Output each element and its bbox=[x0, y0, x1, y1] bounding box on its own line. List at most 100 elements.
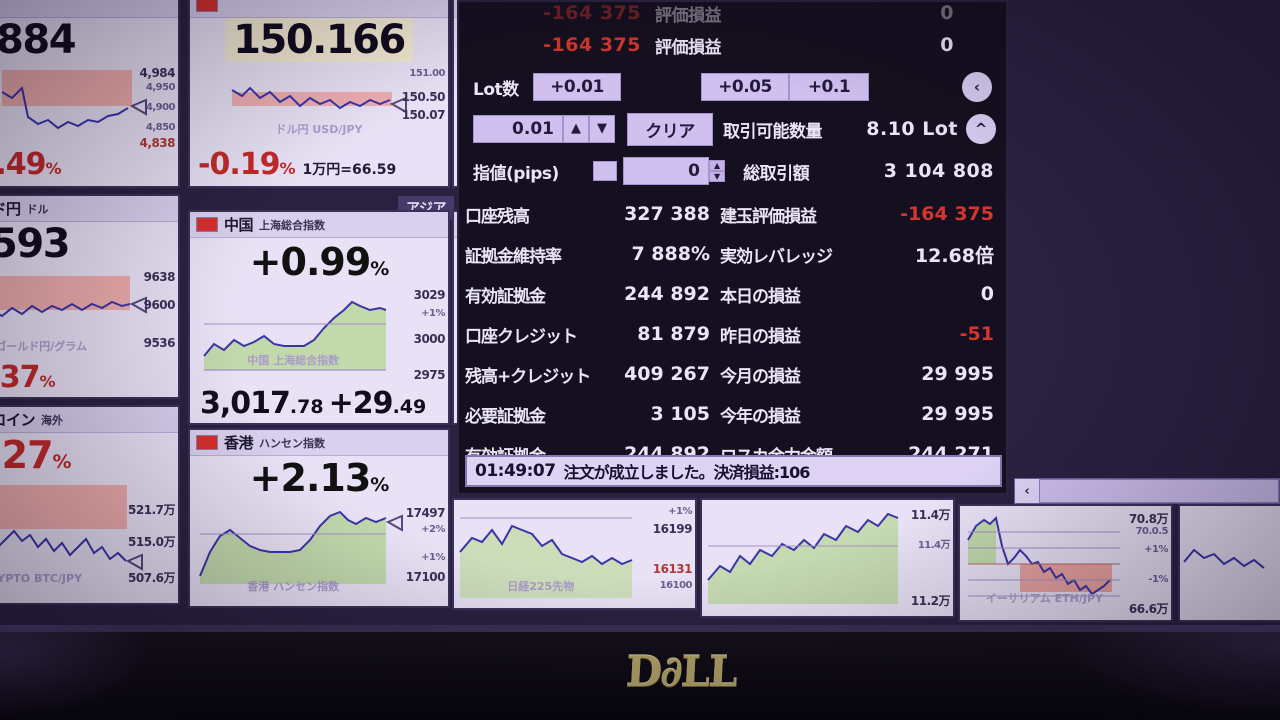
axis-label: 150.50 bbox=[401, 90, 446, 104]
axis-label: 66.6万 bbox=[1128, 602, 1169, 616]
tile-left-top[interactable]: 4.884 4,984 4,950 4,900 4,850 4,838 -1.4… bbox=[0, 0, 180, 188]
axis-label: +1% bbox=[668, 506, 692, 517]
dell-logo: D∂LL bbox=[624, 647, 738, 696]
tile-value: 9,593 bbox=[0, 221, 71, 267]
row-value-left: 81 879 bbox=[637, 323, 710, 345]
limit-price-row: 指値(pips) 0 ▲ ▼ 総取引額 3 104 808 bbox=[459, 150, 1006, 192]
axis-label: 17100 bbox=[405, 570, 446, 584]
row-value-left: 327 388 bbox=[624, 203, 710, 225]
axis-label: 70.8万 bbox=[1128, 512, 1169, 526]
tile-china[interactable]: 中国 上海総合指数 +0.99% 3029 +1% 3000 2975 中国 上… bbox=[188, 210, 450, 425]
limit-price-stepper[interactable]: ▲ ▼ bbox=[709, 160, 726, 182]
chart-watermark: ゴールド円/グラム bbox=[0, 340, 87, 353]
cut-row-label: 評価損益 bbox=[655, 5, 722, 26]
sparkline bbox=[1, 70, 147, 130]
unrealized-pnl-label: 評価損益 bbox=[655, 37, 722, 58]
status-message: 注文が成立しました。決済損益:106 bbox=[563, 463, 811, 482]
tile-bottom-d[interactable] bbox=[1178, 504, 1280, 622]
bezel-glow-right bbox=[1060, 625, 1280, 720]
lot-value-input[interactable]: 0.01 bbox=[473, 115, 563, 143]
limit-decrement-button[interactable]: ▼ bbox=[709, 171, 726, 182]
chevron-left-icon[interactable]: ‹ bbox=[962, 72, 992, 102]
axis-label: 9600 bbox=[143, 298, 176, 312]
tile-change-pct: -2.27% bbox=[0, 433, 72, 477]
sparkline bbox=[203, 300, 387, 371]
panel-cut-row: -164 375 評価損益 0 bbox=[459, 2, 1006, 26]
axis-label: 507.6万 bbox=[128, 571, 175, 585]
tile-subtitle: 海外 bbox=[41, 413, 64, 427]
chart-watermark: イーサリアム ETH/JPY bbox=[985, 592, 1103, 605]
scroll-left-icon[interactable]: ‹ bbox=[1015, 479, 1039, 503]
limit-increment-button[interactable]: ▲ bbox=[709, 160, 726, 171]
lot-plus-01-button[interactable]: +0.1 bbox=[789, 73, 869, 101]
tile-change-pct: +2.13% bbox=[249, 456, 390, 500]
tile-header: 中国 上海総合指数 bbox=[190, 212, 448, 238]
sparkline bbox=[1183, 548, 1265, 569]
tile-value: 4.884 bbox=[0, 17, 77, 63]
chart-watermark: CRYPTO BTC/JPY bbox=[0, 572, 83, 585]
lot-increment-button[interactable]: ▲ bbox=[563, 115, 589, 143]
chart-watermark: ドル円 USD/JPY bbox=[275, 123, 363, 136]
tile-bitcoin[interactable]: ビットコイン 海外 -2.27% 521.7万 515.0万 507.6万 CR… bbox=[0, 405, 180, 605]
axis-label: 4,984 bbox=[139, 66, 176, 80]
chart-watermark: 中国 上海総合指数 bbox=[247, 354, 340, 367]
limit-price-input[interactable]: 0 bbox=[623, 157, 709, 185]
index-value-decimals: .78 bbox=[289, 396, 324, 418]
axis-label: 70.0.5 bbox=[1135, 526, 1169, 537]
axis-label: 515.0万 bbox=[128, 535, 175, 549]
total-volume-value: 3 104 808 bbox=[883, 160, 994, 182]
tile-chart: 3029 +1% 3000 2975 中国 上海総合指数 bbox=[190, 284, 448, 386]
lot-value-row: 0.01 ▲ ▼ クリア 取引可能数量 8.10 Lot ^ bbox=[459, 108, 1006, 150]
row-label-left: 必要証拠金 bbox=[465, 406, 546, 427]
lot-plus-001-button[interactable]: +0.01 bbox=[533, 73, 621, 101]
axis-label: 151.00 bbox=[409, 68, 445, 79]
tile-change-row: -0.37% bbox=[0, 360, 178, 397]
tile-bottom-c[interactable]: 70.8万 70.0.5 +1% -1% 66.6万 イーサリアム ETH/JP… bbox=[958, 504, 1173, 622]
limit-price-checkbox[interactable] bbox=[593, 161, 617, 181]
scrollbar-thumb[interactable] bbox=[1040, 480, 1278, 502]
axis-label: 9638 bbox=[143, 270, 176, 284]
tile-change-pct: -0.19% bbox=[198, 147, 296, 182]
axis-label: 521.7万 bbox=[128, 503, 175, 517]
axis-label: +1% bbox=[421, 552, 445, 563]
axis-label: 16100 bbox=[659, 580, 693, 591]
axis-label: 11.2万 bbox=[910, 594, 951, 608]
chart-watermark: 香港 ハンセン指数 bbox=[247, 580, 340, 593]
horizontal-scrollbar[interactable]: ‹ bbox=[1014, 478, 1280, 504]
flag-icon-china bbox=[196, 217, 218, 232]
table-row: 口座残高 327 388 建玉評価損益 -164 375 bbox=[465, 194, 1000, 234]
tile-index-row: 3,017.78 +29.49 bbox=[190, 386, 448, 423]
axis-label: 150.07 bbox=[401, 108, 446, 122]
lot-plus-005-button[interactable]: +0.05 bbox=[701, 73, 789, 101]
status-timestamp: 01:49:07 bbox=[475, 461, 556, 481]
chevron-up-icon[interactable]: ^ bbox=[966, 114, 996, 144]
row-label-left: 残高+クレジット bbox=[465, 366, 591, 387]
row-label-left: 口座クレジット bbox=[465, 326, 578, 347]
tile-bottom-b[interactable]: 11.4万 11.4万 11.2万 bbox=[700, 498, 955, 618]
tradable-qty-label: 取引可能数量 bbox=[723, 121, 823, 142]
tile-usdjpy[interactable]: 150.166 151.00 150.50 150.07 ドル円 USD/JPY… bbox=[188, 0, 450, 188]
row-label-right: 本日の損益 bbox=[720, 286, 801, 307]
tile-change-row: -1.49% bbox=[0, 147, 178, 186]
table-row: 証拠金維持率 7 888% 実効レバレッジ 12.68倍 bbox=[465, 234, 1000, 274]
bezel-top-edge bbox=[0, 625, 1280, 632]
row-value-right: -51 bbox=[959, 323, 994, 345]
axis-label: 11.4万 bbox=[917, 540, 951, 551]
sparkline bbox=[967, 515, 1120, 597]
tile-change-pct: +0.99% bbox=[249, 240, 390, 284]
tile-bottom-a[interactable]: +1% 16199 16131 16100 日経225先物 bbox=[452, 498, 697, 610]
tile-gold-jpy[interactable]: ゴールド円 ドル 9,593 9638 9600 9536 ゴールド円/グラム … bbox=[0, 194, 180, 399]
lot-stepper[interactable]: ▲ ▼ bbox=[563, 115, 615, 143]
unrealized-pnl-row: -164 375 評価損益 0 bbox=[459, 24, 1006, 66]
row-value-right: 29 995 bbox=[921, 403, 994, 425]
tile-hongkong[interactable]: 香港 ハンセン指数 +2.13% 17497 +2% +1% 17100 香港 … bbox=[188, 428, 450, 608]
row-value-left: 7 888% bbox=[631, 243, 710, 265]
clear-button[interactable]: クリア bbox=[627, 112, 713, 146]
axis-label: +1% bbox=[421, 308, 445, 319]
limit-price-label: 指値(pips) bbox=[473, 163, 559, 184]
row-label-right: 今月の損益 bbox=[720, 366, 801, 387]
trading-panel[interactable]: -164 375 評価損益 0 -164 375 評価損益 0 Lot数 +0.… bbox=[457, 0, 1008, 495]
flag-icon bbox=[196, 0, 218, 12]
lot-decrement-button[interactable]: ▼ bbox=[589, 115, 615, 143]
row-label-right: 建玉評価損益 bbox=[720, 206, 817, 227]
